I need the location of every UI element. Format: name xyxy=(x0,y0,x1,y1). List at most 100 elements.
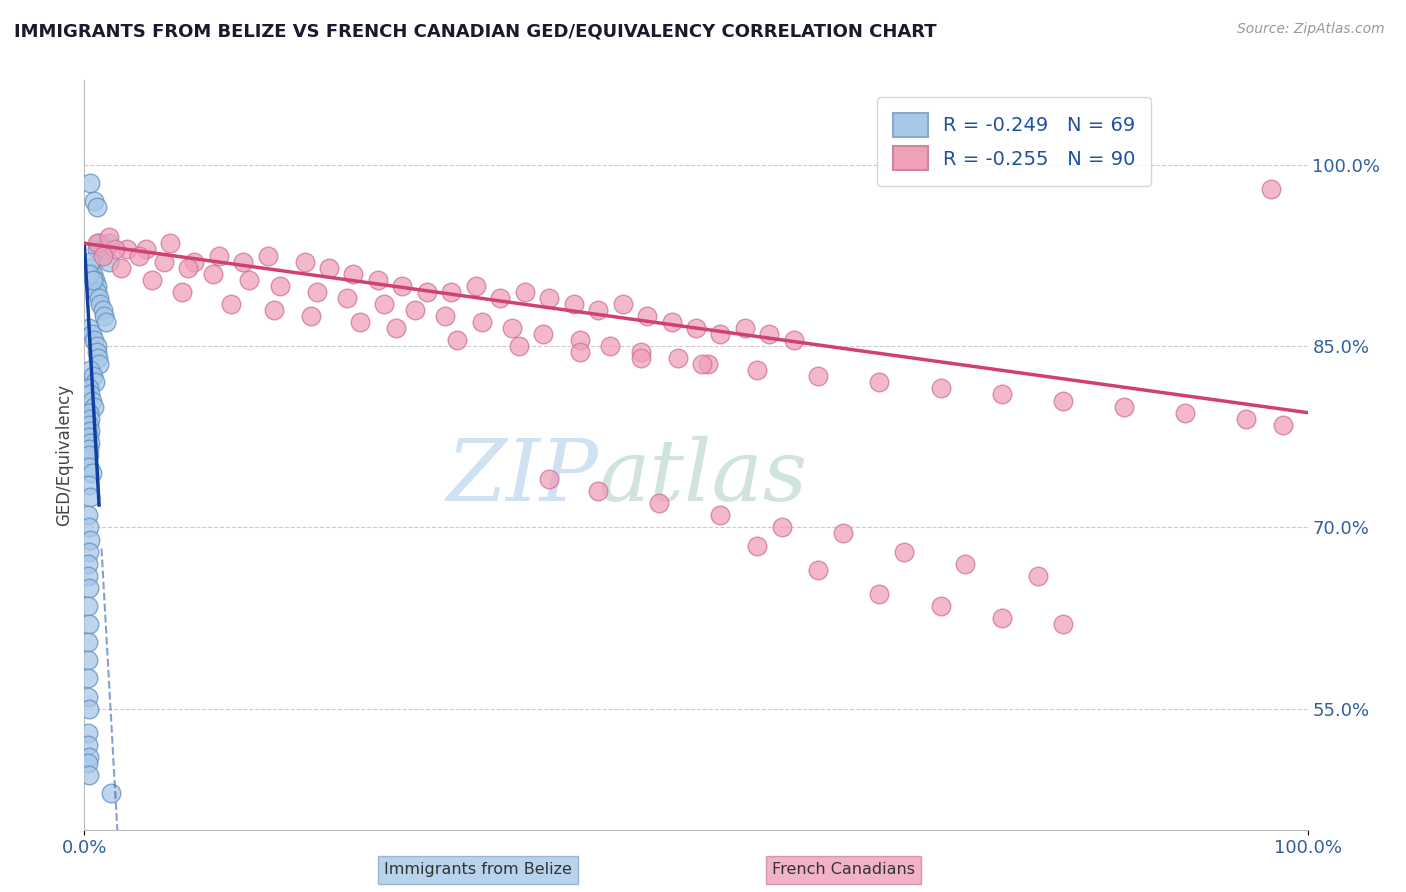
Point xyxy=(89,297,111,311)
Text: ZIP: ZIP xyxy=(446,436,598,519)
Point xyxy=(783,333,806,347)
Point xyxy=(83,194,105,208)
Point xyxy=(83,333,105,347)
Point xyxy=(86,243,108,257)
Point xyxy=(86,285,108,299)
Point xyxy=(336,291,359,305)
Point xyxy=(77,690,100,704)
Point xyxy=(77,617,100,632)
Point xyxy=(219,297,242,311)
Point xyxy=(568,333,591,347)
Point xyxy=(77,581,100,595)
Point xyxy=(77,672,100,686)
Point xyxy=(636,309,658,323)
Point xyxy=(91,243,114,257)
Point xyxy=(807,563,830,577)
Point xyxy=(391,278,413,293)
Point xyxy=(232,254,254,268)
Point xyxy=(568,345,591,359)
Point xyxy=(263,302,285,317)
Point xyxy=(318,260,340,275)
Point xyxy=(79,435,101,450)
Point xyxy=(1028,568,1050,582)
Point xyxy=(953,557,976,571)
Point xyxy=(489,291,512,305)
Point xyxy=(690,357,713,371)
Point xyxy=(929,599,952,613)
Point xyxy=(612,297,634,311)
Point xyxy=(446,333,468,347)
Point xyxy=(77,267,100,281)
Text: IMMIGRANTS FROM BELIZE VS FRENCH CANADIAN GED/EQUIVALENCY CORRELATION CHART: IMMIGRANTS FROM BELIZE VS FRENCH CANADIA… xyxy=(14,22,936,40)
Point xyxy=(991,611,1014,625)
Text: Immigrants from Belize: Immigrants from Belize xyxy=(384,863,572,877)
Point xyxy=(82,369,104,384)
Point xyxy=(77,557,100,571)
Point xyxy=(77,430,100,444)
Point xyxy=(269,278,291,293)
Point xyxy=(80,393,103,408)
Point xyxy=(294,254,316,268)
Point xyxy=(104,243,127,257)
Point xyxy=(630,351,652,366)
Point xyxy=(1052,393,1074,408)
Point xyxy=(96,243,118,257)
Point xyxy=(79,490,101,504)
Point xyxy=(79,176,101,190)
Point xyxy=(508,339,530,353)
Point xyxy=(97,236,120,251)
Point xyxy=(373,297,395,311)
Point xyxy=(434,309,457,323)
Point xyxy=(349,315,371,329)
Point xyxy=(77,508,100,523)
Point xyxy=(685,321,707,335)
Point xyxy=(79,254,101,268)
Point xyxy=(77,448,100,462)
Point xyxy=(86,236,108,251)
Point xyxy=(416,285,439,299)
Point xyxy=(630,345,652,359)
Point xyxy=(807,369,830,384)
Point xyxy=(77,381,100,395)
Point xyxy=(77,738,100,752)
Point xyxy=(77,478,100,492)
Point xyxy=(734,321,756,335)
Point xyxy=(93,309,115,323)
Text: French Canadians: French Canadians xyxy=(772,863,915,877)
Point xyxy=(404,302,426,317)
Point xyxy=(87,236,110,251)
Point xyxy=(1236,411,1258,425)
Point xyxy=(77,321,100,335)
Point xyxy=(91,248,114,262)
Point xyxy=(77,442,100,456)
Point xyxy=(201,267,224,281)
Point xyxy=(86,200,108,214)
Point xyxy=(586,484,609,499)
Point xyxy=(1114,400,1136,414)
Point xyxy=(79,411,101,425)
Point xyxy=(599,339,621,353)
Point xyxy=(79,363,101,377)
Point xyxy=(758,327,780,342)
Point xyxy=(513,285,536,299)
Point xyxy=(86,339,108,353)
Point xyxy=(1052,617,1074,632)
Point xyxy=(77,460,100,475)
Point xyxy=(77,750,100,764)
Point xyxy=(87,291,110,305)
Point xyxy=(159,236,181,251)
Point xyxy=(586,302,609,317)
Point xyxy=(86,278,108,293)
Point xyxy=(82,267,104,281)
Point xyxy=(115,243,138,257)
Point xyxy=(77,599,100,613)
Point xyxy=(531,327,554,342)
Point xyxy=(79,387,101,401)
Point xyxy=(83,400,105,414)
Point xyxy=(440,285,463,299)
Point xyxy=(538,472,561,486)
Point xyxy=(96,315,118,329)
Point xyxy=(77,406,100,420)
Point xyxy=(257,248,280,262)
Point xyxy=(84,273,107,287)
